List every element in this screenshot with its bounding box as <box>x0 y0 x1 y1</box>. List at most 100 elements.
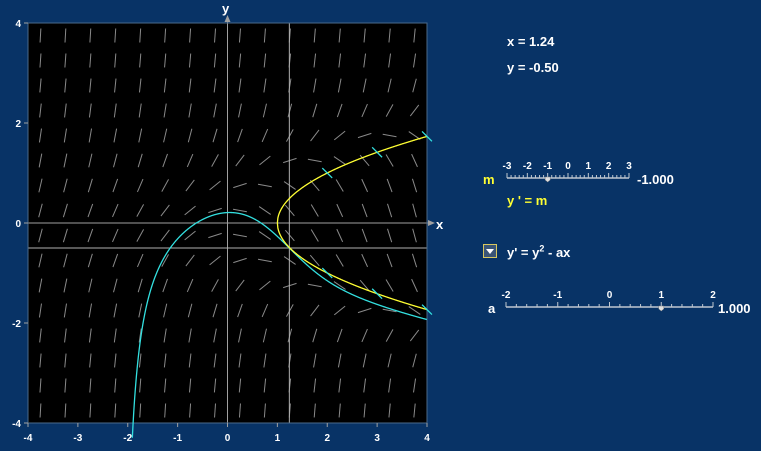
slope-segment <box>163 128 168 143</box>
slope-segment <box>259 280 271 291</box>
slope-segment <box>39 403 42 418</box>
slope-segment <box>139 53 142 68</box>
slope-segment <box>409 104 420 117</box>
slope-segment <box>87 253 93 268</box>
slope-segment <box>262 328 267 343</box>
a-value: 1.000 <box>718 301 751 316</box>
slope-segment <box>362 353 367 368</box>
slope-segment <box>209 180 221 191</box>
slope-segment <box>39 328 42 343</box>
equation-prefix: y' = y <box>507 245 540 260</box>
slope-segment <box>185 254 195 267</box>
slope-segment <box>238 28 241 43</box>
slope-segment <box>209 255 221 266</box>
slope-segment <box>214 28 217 43</box>
slope-segment <box>238 328 242 343</box>
slope-segment <box>387 228 393 243</box>
slope-segment <box>138 303 143 318</box>
x-tick-label: -3 <box>73 433 82 444</box>
slope-segment <box>214 403 217 418</box>
slider-thumb[interactable] <box>658 305 664 312</box>
m-slider-letter: m <box>483 172 495 187</box>
slope-segment <box>208 207 222 214</box>
slope-segment <box>89 28 92 43</box>
slope-segment <box>138 103 142 118</box>
slope-segment <box>164 53 167 68</box>
slope-segment <box>238 78 242 93</box>
slope-segment <box>62 203 68 218</box>
slope-segment <box>363 378 367 393</box>
slider-thumb[interactable] <box>544 176 551 183</box>
slope-segment <box>386 253 393 268</box>
slope-segment <box>336 228 344 243</box>
slope-segment <box>263 378 267 393</box>
slope-segment <box>63 128 67 143</box>
slope-segment <box>113 278 118 293</box>
slope-segment <box>333 281 346 290</box>
slope-segment <box>64 378 67 393</box>
slope-segment <box>163 353 167 368</box>
slope-segment <box>139 28 142 43</box>
slope-segment <box>63 303 67 318</box>
slope-segment <box>313 378 317 393</box>
slope-segment <box>310 229 319 242</box>
slope-segment <box>238 353 242 368</box>
slider-tick-label: -1 <box>553 290 562 301</box>
x-readout: x = 1.24 <box>507 34 555 49</box>
x-tick-label: 4 <box>424 433 430 444</box>
slope-segment <box>38 228 43 243</box>
slider-tick-label: 0 <box>565 161 571 172</box>
slope-segment <box>388 28 391 43</box>
slope-segment <box>164 403 167 418</box>
slope-segment <box>310 304 320 317</box>
slope-segment <box>162 153 168 168</box>
y-readout: y = -0.50 <box>507 60 559 75</box>
slope-segment <box>138 128 143 143</box>
slider-tick-label: -3 <box>503 161 512 172</box>
slope-segment <box>307 283 322 288</box>
slider-tick-label: 3 <box>626 161 632 172</box>
slope-segment <box>136 204 145 217</box>
slope-segment <box>313 78 317 93</box>
slope-segment <box>63 278 68 293</box>
x-tick-label: -1 <box>173 433 182 444</box>
slope-segment <box>258 206 271 215</box>
m-slider[interactable]: -3 -2 -1 0 1 2 3 <box>503 155 633 185</box>
slope-segment <box>164 28 167 43</box>
slope-segment <box>337 78 342 93</box>
slope-segment <box>333 130 346 141</box>
slope-segment <box>38 278 43 293</box>
slope-segment <box>411 153 418 168</box>
m-equation-label: y ' = m <box>507 193 548 208</box>
y-axis-label: y <box>222 1 230 16</box>
slope-segment <box>413 378 417 393</box>
slope-segment <box>361 203 368 218</box>
slope-segment <box>357 307 372 314</box>
slope-segment <box>336 328 343 343</box>
slope-segment <box>361 178 369 193</box>
slope-segment <box>385 279 394 292</box>
slope-segment <box>238 53 242 68</box>
slope-segment <box>413 403 416 418</box>
equation-selector-label[interactable]: y' = y2 - ax <box>507 244 570 260</box>
a-slider[interactable]: -2 -1 0 1 2 <box>502 284 717 314</box>
slope-segment <box>139 403 142 418</box>
equation-dropdown-button[interactable] <box>483 244 497 258</box>
slope-segment <box>63 153 68 168</box>
slope-segment <box>387 353 392 368</box>
slope-segment <box>213 78 217 93</box>
x-tick-label: 3 <box>374 433 380 444</box>
slope-segment <box>38 128 42 143</box>
slope-segment <box>38 203 43 218</box>
slope-segment <box>185 179 195 192</box>
slope-segment <box>359 279 370 292</box>
slope-segment <box>263 78 267 93</box>
slope-segment <box>138 353 142 368</box>
slope-segment <box>263 353 267 368</box>
slope-segment <box>233 182 247 189</box>
solution-curves <box>131 130 433 438</box>
slope-segment <box>89 353 92 368</box>
slope-segment <box>164 378 167 393</box>
slope-segment <box>160 229 170 242</box>
